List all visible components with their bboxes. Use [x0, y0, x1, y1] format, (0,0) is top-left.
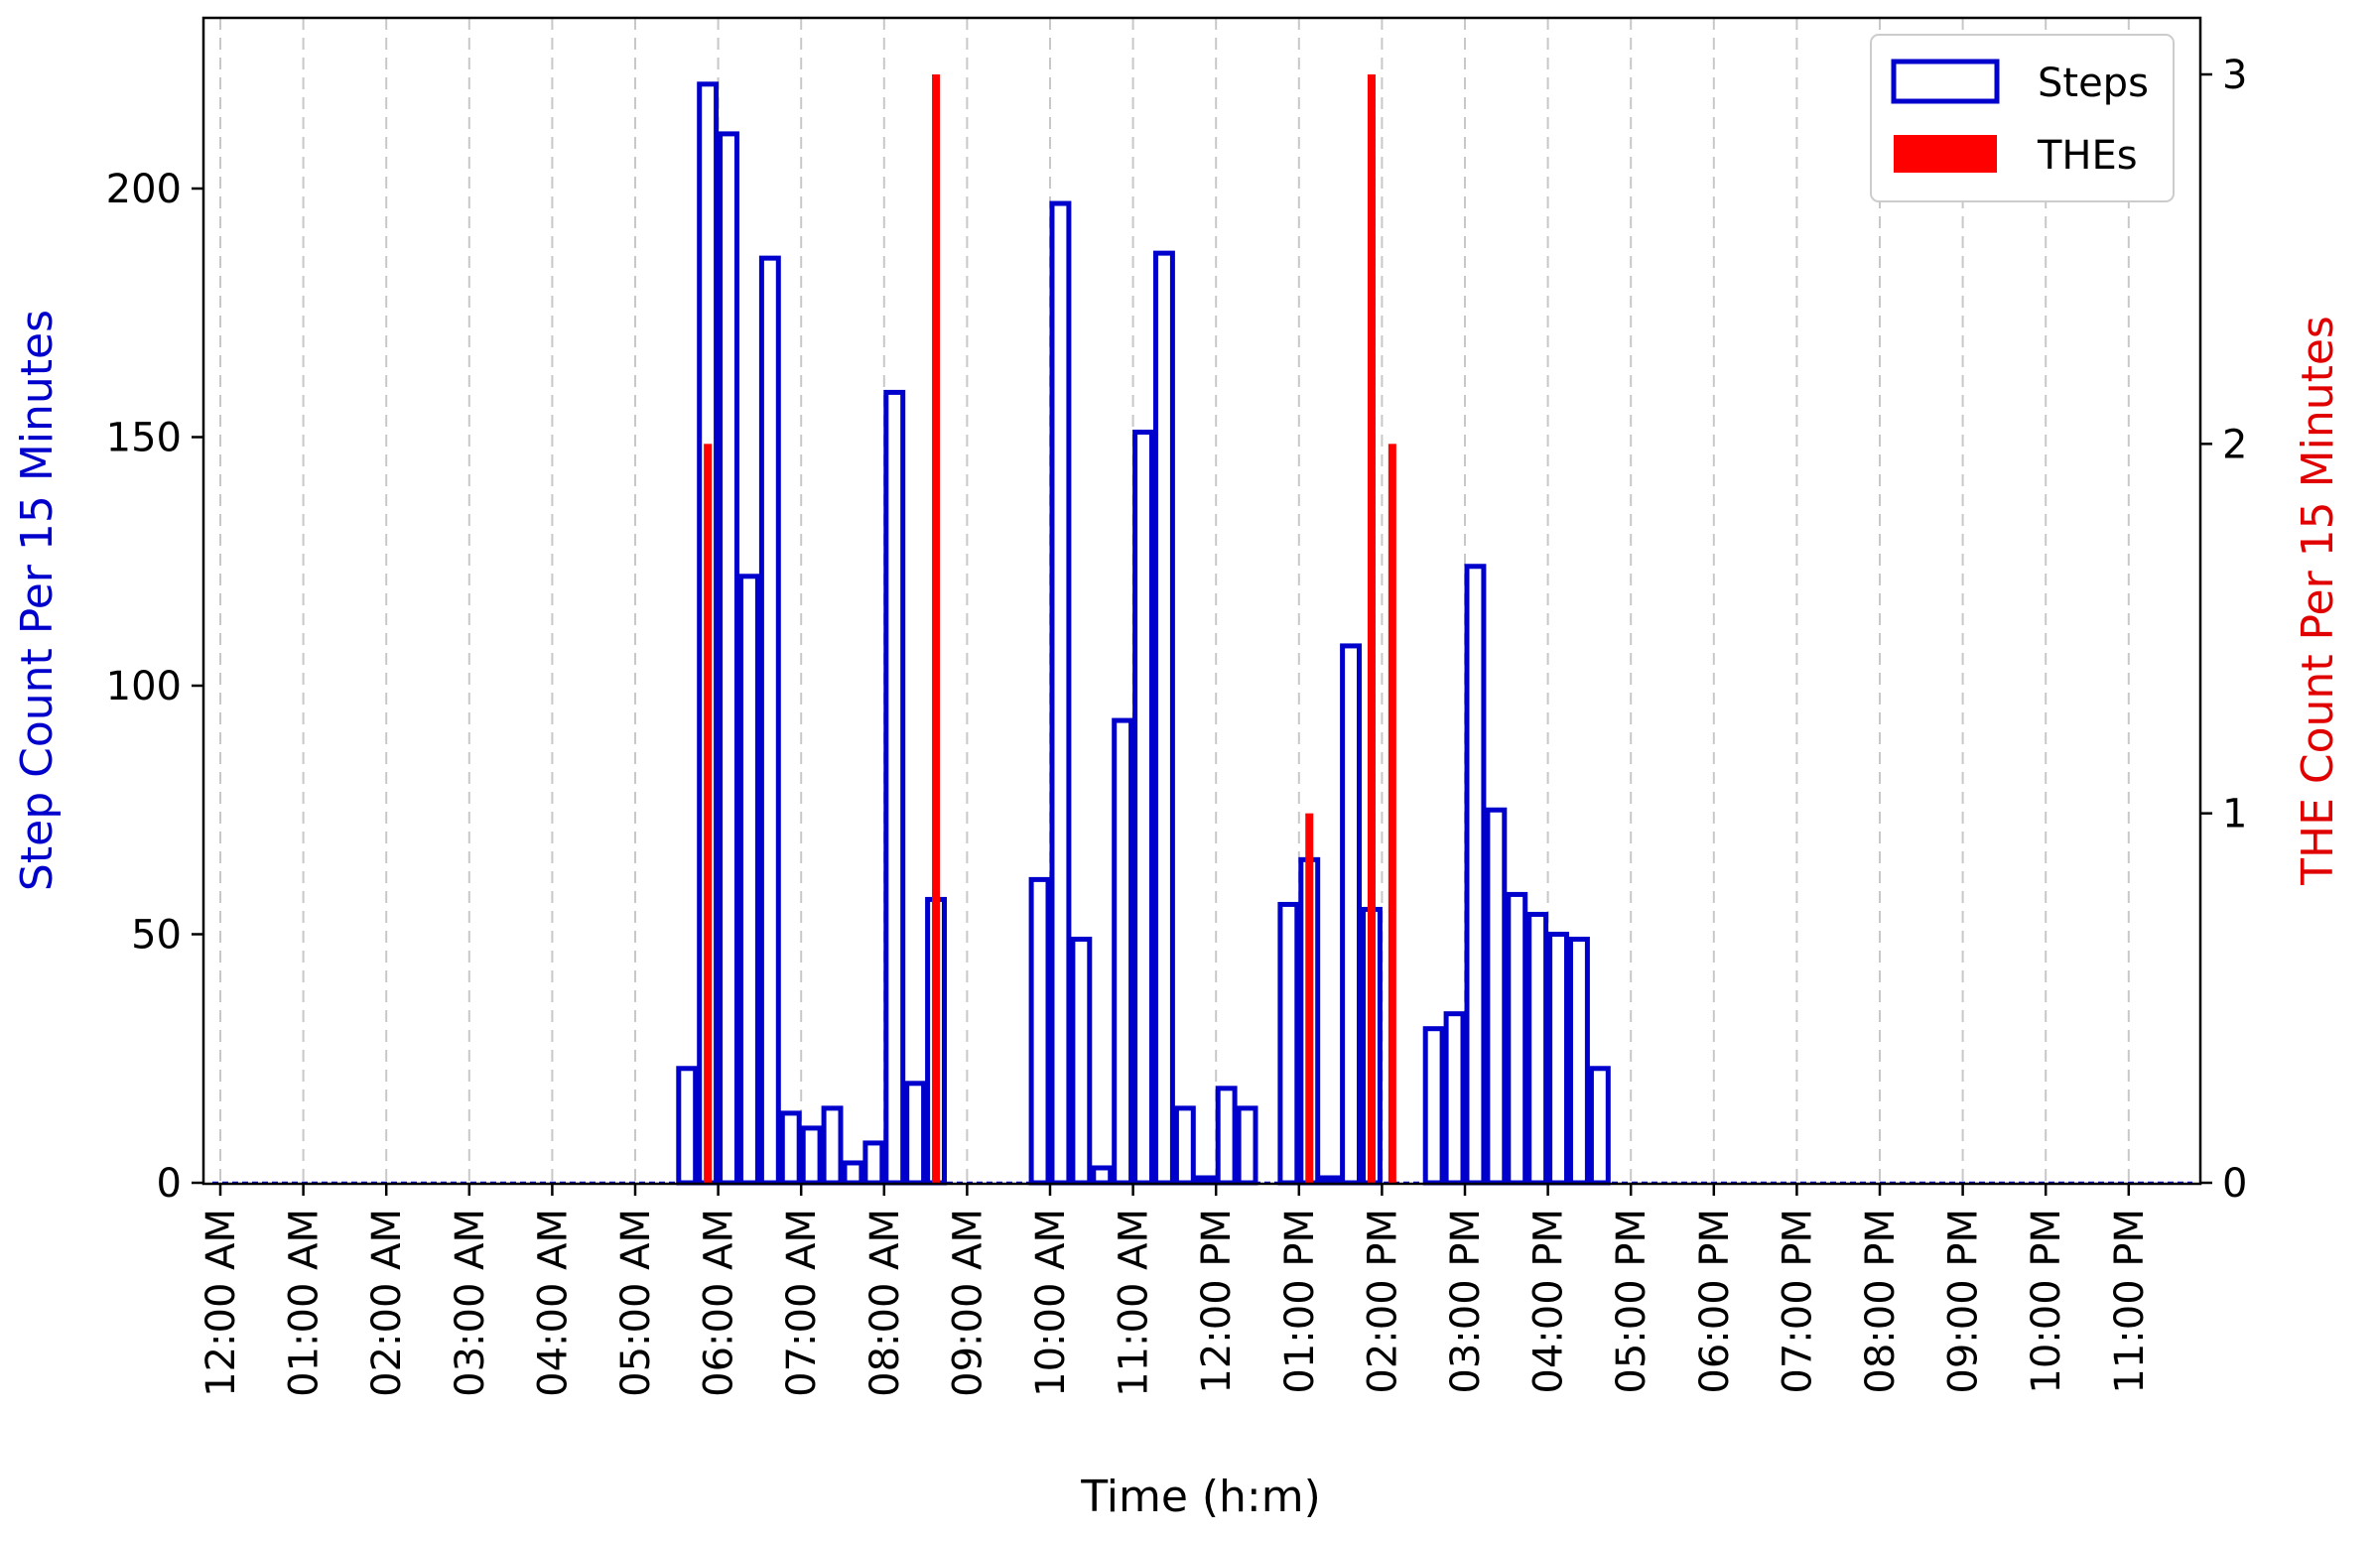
step-bar: [1153, 250, 1175, 1186]
right-axis: 0 1 2 3: [2200, 53, 2247, 1207]
x-tick-label: 07:00 PM: [1775, 1209, 1820, 1394]
left-tick-label: 100: [106, 664, 182, 709]
right-tick-label: 3: [2222, 53, 2247, 98]
step-bar: [1340, 643, 1362, 1186]
step-bar: [1485, 807, 1508, 1186]
right-tick-label: 2: [2222, 422, 2247, 467]
x-tick-label: 08:00 AM: [862, 1209, 908, 1397]
x-tick-label: 11:00 PM: [2107, 1209, 2153, 1394]
x-tick-label: 04:00 AM: [530, 1209, 576, 1397]
x-tick-label: 03:00 PM: [1443, 1209, 1489, 1394]
x-tick-label: 02:00 AM: [364, 1209, 410, 1397]
step-bar: [1112, 717, 1134, 1186]
step-bar: [1091, 1165, 1114, 1186]
step-bar: [1236, 1105, 1258, 1186]
x-tick-label: 06:00 PM: [1692, 1209, 1738, 1394]
x-tick-label: 03:00 AM: [448, 1209, 493, 1397]
step-bar: [1319, 1175, 1342, 1186]
step-bar: [821, 1105, 844, 1186]
x-tick-label: 05:00 AM: [613, 1209, 659, 1397]
right-axis-title: THE Count Per 15 Minutes: [2293, 316, 2343, 886]
step-bar: [1028, 876, 1051, 1186]
step-bar: [758, 255, 781, 1186]
legend-thes-label: THEs: [2037, 133, 2138, 179]
step-bar: [1049, 200, 1072, 1186]
step-bar: [1422, 1026, 1445, 1186]
left-tick-label: 50: [131, 913, 182, 959]
left-tick-label: 0: [157, 1161, 182, 1207]
legend-thes-swatch: [1894, 135, 1997, 173]
step-bar: [800, 1125, 823, 1186]
x-tick-label: 06:00 AM: [697, 1209, 742, 1397]
step-bar: [1464, 564, 1487, 1186]
step-bar: [842, 1160, 864, 1186]
x-tick-label: 04:00 PM: [1526, 1209, 1572, 1394]
x-tick-label: 12:00 PM: [1194, 1209, 1240, 1394]
right-tick-label: 0: [2222, 1161, 2247, 1207]
left-axis-title: Step Count Per 15 Minutes: [12, 310, 63, 891]
step-bar: [1588, 1066, 1611, 1186]
right-tick-label: 1: [2222, 792, 2247, 837]
x-tick-label: 02:00 PM: [1360, 1209, 1405, 1394]
step-bars: [212, 81, 2192, 1186]
the-bar: [932, 74, 941, 1183]
x-tick-label: 01:00 PM: [1277, 1209, 1323, 1394]
step-bar: [883, 389, 906, 1186]
x-axis: 12:00 AM 01:00 AM 02:00 AM 03:00 AM 04:00 AM…: [198, 1184, 2153, 1397]
x-tick-label: 10:00 AM: [1028, 1209, 1074, 1397]
x-tick-label: 10:00 PM: [2024, 1209, 2069, 1394]
x-tick-label: 11:00 AM: [1112, 1209, 1157, 1397]
left-axis: 0 50 100 150 200: [106, 167, 203, 1207]
left-tick-label: 200: [106, 167, 182, 212]
step-bar: [718, 131, 739, 1186]
x-tick-label: 05:00 PM: [1609, 1209, 1654, 1394]
x-tick-label: 01:00 AM: [282, 1209, 328, 1397]
the-bar: [1367, 74, 1376, 1183]
the-bars: [704, 74, 1396, 1183]
legend-steps-swatch: [1891, 59, 2000, 104]
step-bar: [738, 574, 760, 1186]
step-bar: [862, 1140, 885, 1186]
step-bar: [1506, 891, 1528, 1186]
step-bar: [779, 1110, 802, 1186]
step-bar: [1215, 1086, 1238, 1186]
the-bar: [1305, 813, 1314, 1183]
step-bar: [676, 1066, 699, 1186]
x-tick-label: 08:00 PM: [1858, 1209, 1904, 1394]
step-bar: [1277, 901, 1300, 1186]
legend: Steps THEs: [1870, 34, 2175, 202]
plot-frame: [201, 16, 2202, 1186]
the-bar: [1388, 444, 1396, 1183]
x-tick-label: 09:00 PM: [1941, 1209, 1987, 1394]
x-tick-label: 09:00 AM: [945, 1209, 991, 1397]
the-bar: [704, 444, 713, 1183]
x-axis-title: Time (h:m): [1080, 1472, 1321, 1522]
step-bar: [1194, 1175, 1217, 1186]
step-bar: [1132, 429, 1154, 1186]
step-bar: [1526, 911, 1549, 1186]
step-bar: [1568, 937, 1590, 1186]
x-tick-label: 07:00 AM: [779, 1209, 825, 1397]
legend-steps-label: Steps: [2038, 61, 2149, 106]
left-tick-label: 150: [106, 416, 182, 461]
step-bar: [1173, 1105, 1196, 1186]
x-tick-label: 12:00 AM: [198, 1209, 244, 1397]
step-bar: [904, 1081, 927, 1186]
step-bar: [1070, 937, 1093, 1186]
step-bar: [1547, 932, 1569, 1186]
step-bar: [1443, 1011, 1466, 1186]
